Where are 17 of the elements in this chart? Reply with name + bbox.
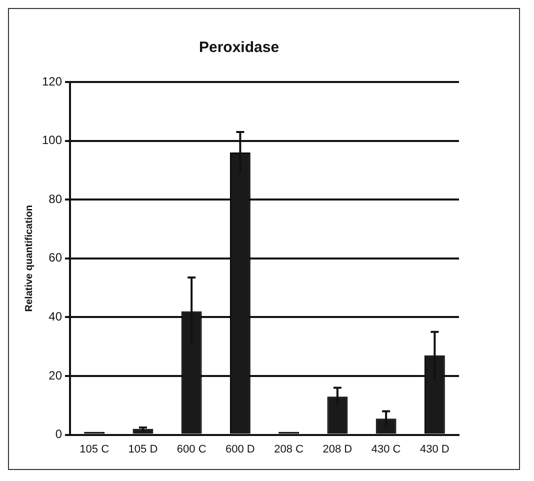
chart-title: Peroxidase <box>198 39 280 56</box>
x-tick-label: 430 C <box>371 443 401 456</box>
y-tick-label: 60 <box>48 250 62 265</box>
x-tick-label: 600 D <box>226 443 255 456</box>
x-tick-label: 105 C <box>80 443 110 456</box>
x-tick-label: 600 C <box>176 443 206 456</box>
x-tick-label: 105 D <box>128 443 158 456</box>
x-tick-label: 430 D <box>420 443 450 456</box>
y-tick-label: 0 <box>55 427 62 442</box>
y-axis-title: Relative quantification <box>24 205 35 312</box>
y-tick-label: 120 <box>42 74 62 88</box>
y-tick-label: 20 <box>48 368 62 382</box>
y-tick-label: 100 <box>42 133 62 148</box>
x-tick-label: 208 C <box>274 443 304 456</box>
y-tick-label: 40 <box>48 310 62 324</box>
x-tick-label: 208 D <box>322 443 352 456</box>
y-tick-label: 80 <box>48 192 62 206</box>
